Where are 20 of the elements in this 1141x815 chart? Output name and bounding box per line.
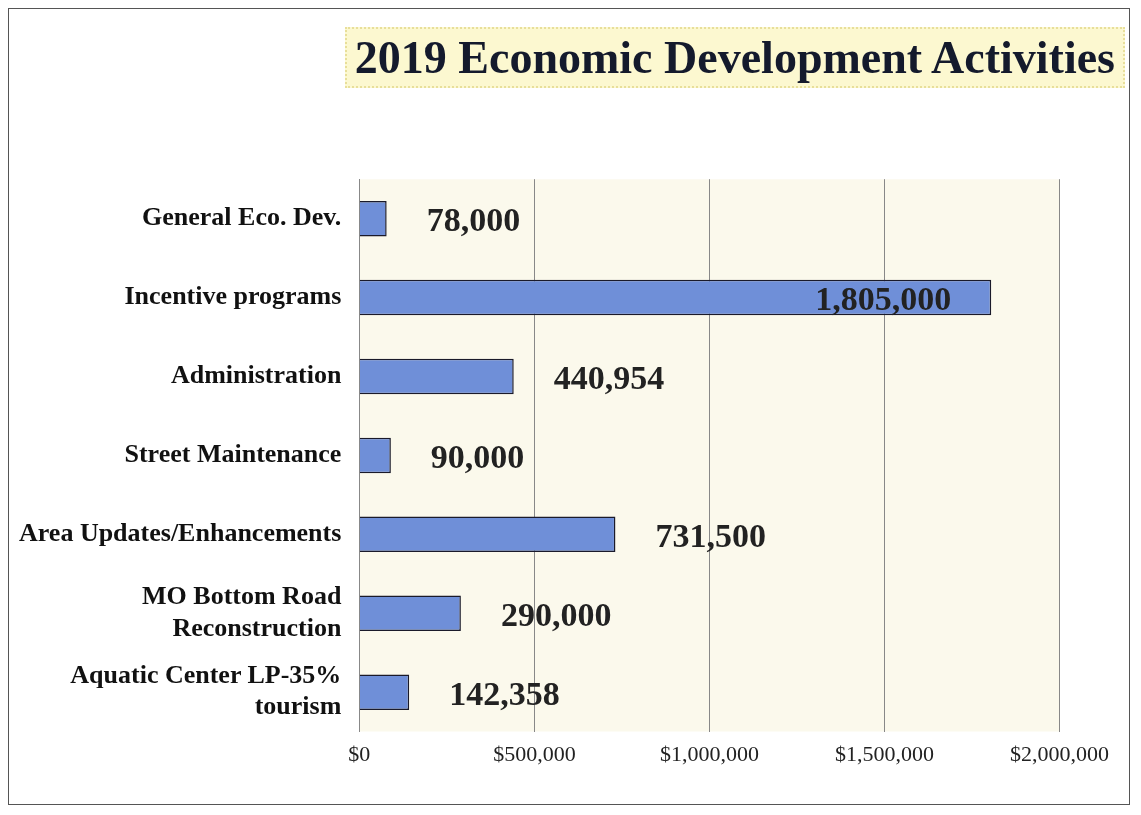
- x-tick-label: $1,500,000: [834, 740, 934, 766]
- x-tick-label: $1,000,000: [659, 740, 759, 766]
- y-tick-label: Area Updates/Enhancements: [19, 518, 342, 548]
- y-tick-label: Incentive programs: [124, 281, 342, 311]
- data-label: 1,805,000: [815, 280, 952, 318]
- x-tick-label: $0: [348, 740, 371, 766]
- data-label: 440,954: [553, 359, 665, 397]
- data-label: 142,358: [449, 674, 560, 712]
- data-label: 290,000: [500, 596, 612, 634]
- y-tick-label: MO Bottom Road Reconstruction: [142, 581, 342, 642]
- y-tick-label: Administration: [170, 360, 342, 390]
- x-tick-label: $500,000: [493, 740, 576, 766]
- data-label: 78,000: [426, 201, 521, 239]
- y-tick-label: Aquatic Center LP-35% tourism: [70, 660, 342, 721]
- chart-title: 2019 Economic Development Activities: [344, 27, 1125, 88]
- data-label: 731,500: [655, 517, 766, 555]
- y-tick-label: Street Maintenance: [124, 439, 342, 469]
- data-label: 90,000: [430, 438, 525, 476]
- x-tick-label: $2,000,000: [1010, 740, 1109, 766]
- y-tick-label: General Eco. Dev.: [142, 202, 342, 232]
